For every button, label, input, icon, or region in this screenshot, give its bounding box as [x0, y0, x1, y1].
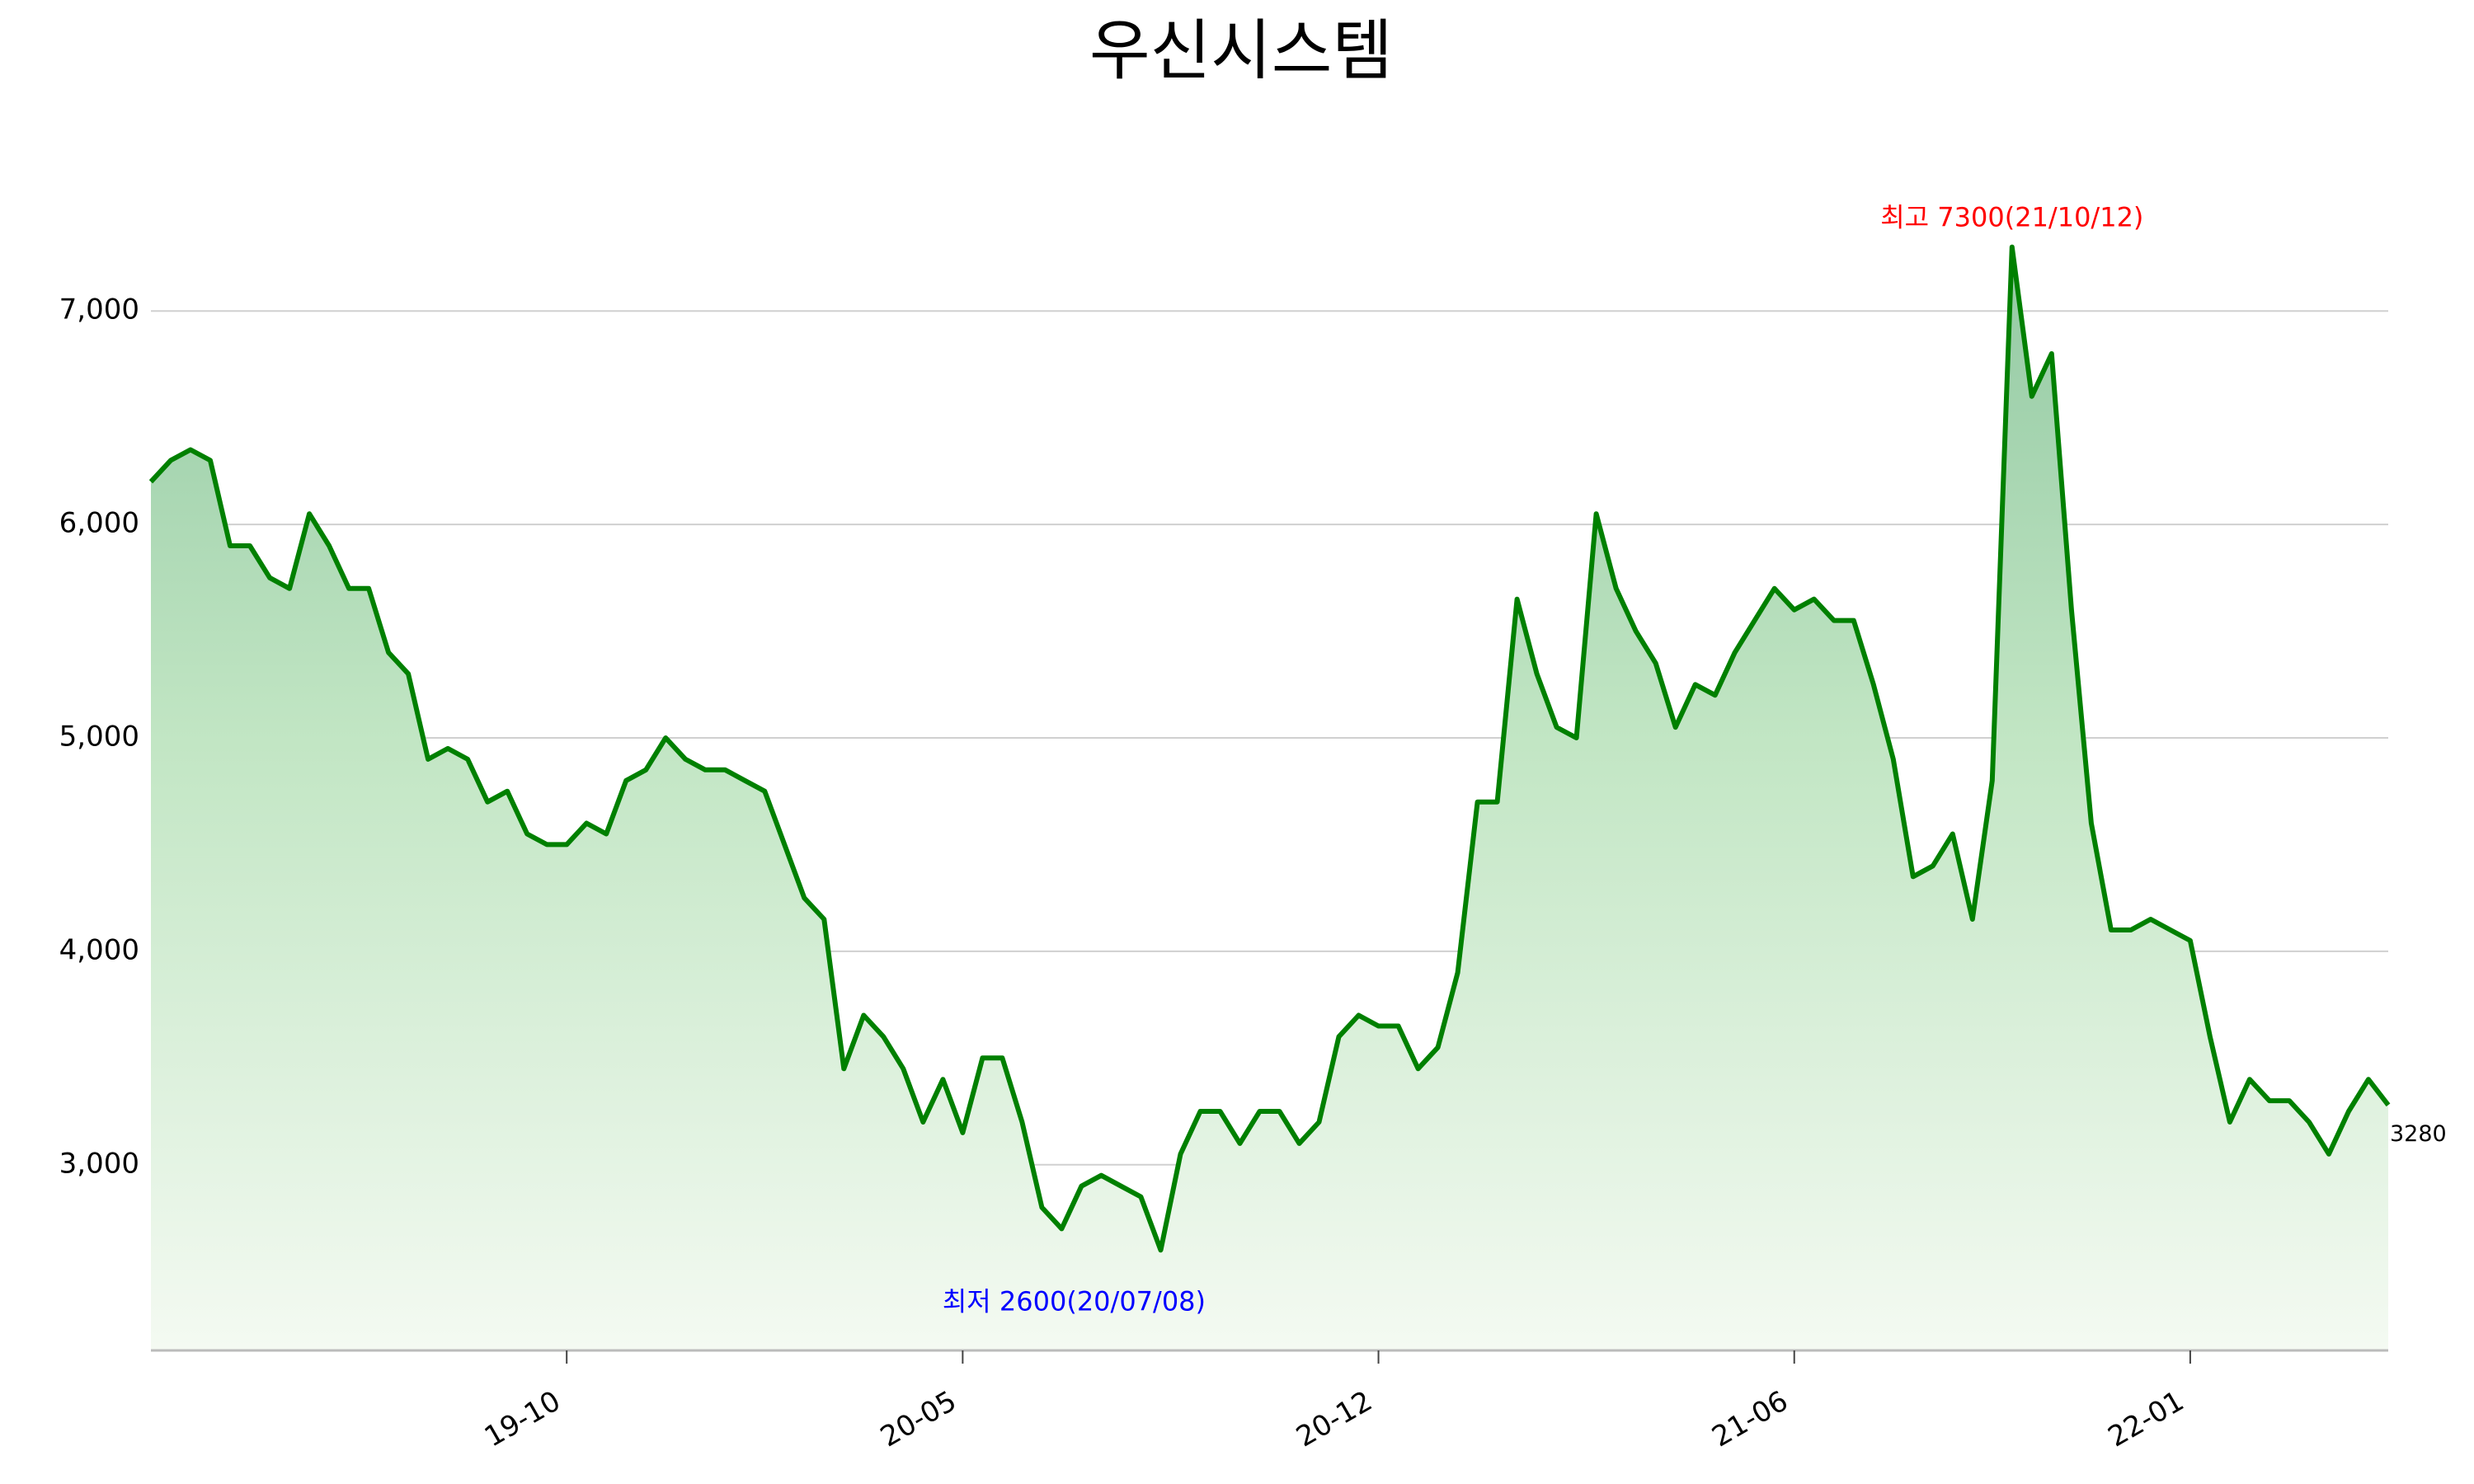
area [151, 247, 2388, 1351]
chart-title: 우신시스템 [1089, 12, 1393, 89]
max-annotation: 최고 7300(21/10/12) [1880, 202, 2143, 233]
y-tick-label: 3,000 [59, 1147, 139, 1180]
x-tick-label: 20-12 [1291, 1384, 1378, 1453]
min-annotation: 최저 2600(20/07/08) [943, 1285, 1206, 1317]
x-tick-label: 21-06 [1706, 1384, 1794, 1453]
y-tick-label: 4,000 [59, 933, 139, 966]
y-tick-label: 7,000 [59, 294, 139, 326]
x-tick-label: 19-10 [479, 1384, 567, 1453]
y-tick-label: 5,000 [59, 720, 139, 753]
x-tick-label: 20-05 [875, 1384, 962, 1453]
price-line [148, 244, 2391, 1253]
y-tick-label: 6,000 [59, 507, 139, 540]
x-tick-label: 22-01 [2103, 1384, 2190, 1453]
last-value-label: 3280 [2390, 1121, 2447, 1147]
